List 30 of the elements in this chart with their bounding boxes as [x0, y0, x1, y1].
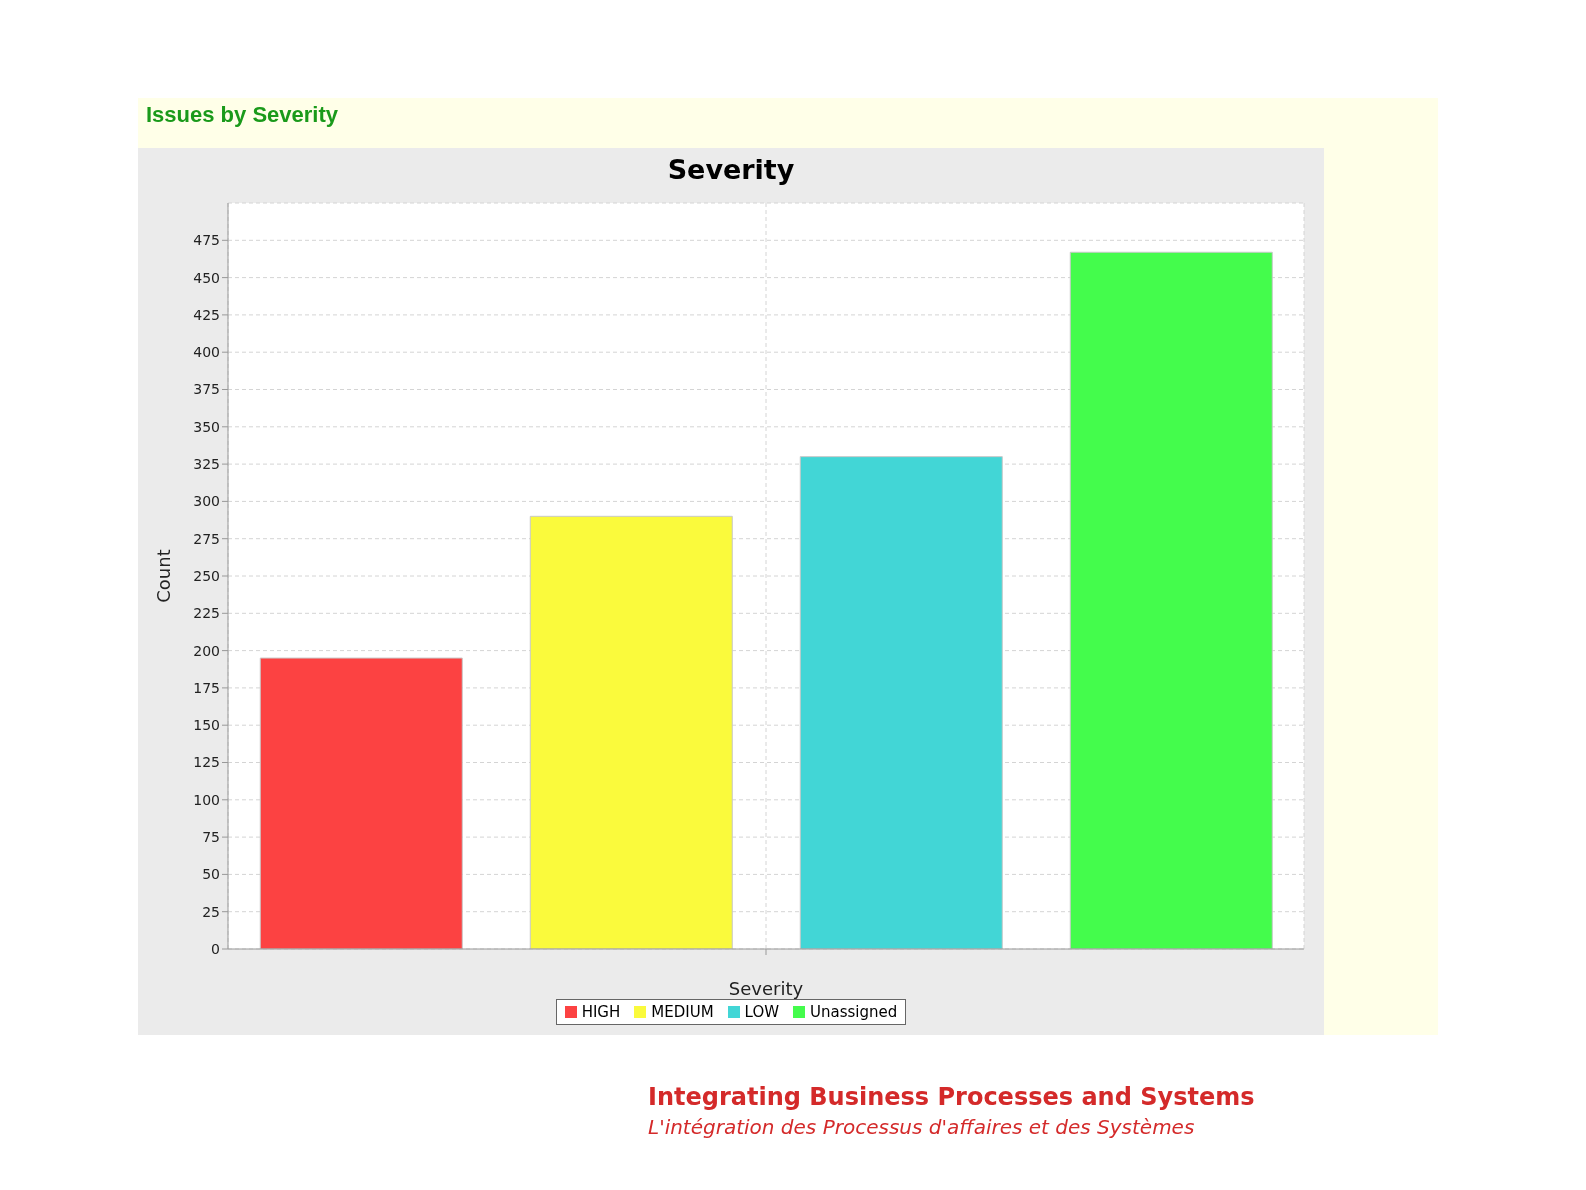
y-tick-label: 300: [193, 493, 220, 510]
y-tick-label: 325: [193, 456, 220, 473]
legend-label: MEDIUM: [650, 1003, 714, 1021]
y-tick-label: 225: [193, 605, 220, 622]
y-tick-label: 0: [211, 940, 220, 957]
y-tick-label: 50: [202, 866, 220, 883]
chart-title: Issues by Severity: [145, 101, 339, 129]
legend-label: Unassigned: [809, 1003, 898, 1021]
legend-label: HIGH: [580, 1003, 621, 1021]
x-axis-title: Severity: [728, 978, 804, 999]
y-tick-label: 375: [193, 381, 220, 398]
y-tick-label: 475: [193, 232, 220, 249]
y-tick-label: 450: [193, 269, 220, 286]
y-tick-label: 150: [193, 717, 220, 734]
y-tick-label: 100: [193, 791, 220, 808]
y-tick-label: 425: [193, 306, 220, 323]
text: L'intégration des Processus d'affaires et des Systèmes: [648, 1115, 1196, 1139]
y-tick-label: 250: [193, 567, 220, 584]
y-tick-label: 125: [193, 754, 220, 771]
y-tick-label: 400: [193, 344, 220, 361]
y-tick-label: 75: [202, 829, 220, 846]
chart-subtitle: Severity: [666, 154, 796, 185]
y-tick-label: 275: [193, 530, 220, 547]
y-tick-label: 175: [193, 679, 220, 696]
y-tick-label: 25: [202, 903, 220, 920]
text: Integrating Business Processes and Systems: [648, 1083, 1256, 1111]
legend-label: LOW: [743, 1003, 780, 1021]
y-tick-label: 200: [193, 642, 220, 659]
y-axis-title: Count: [153, 549, 175, 603]
y-tick-label: 350: [193, 418, 220, 435]
